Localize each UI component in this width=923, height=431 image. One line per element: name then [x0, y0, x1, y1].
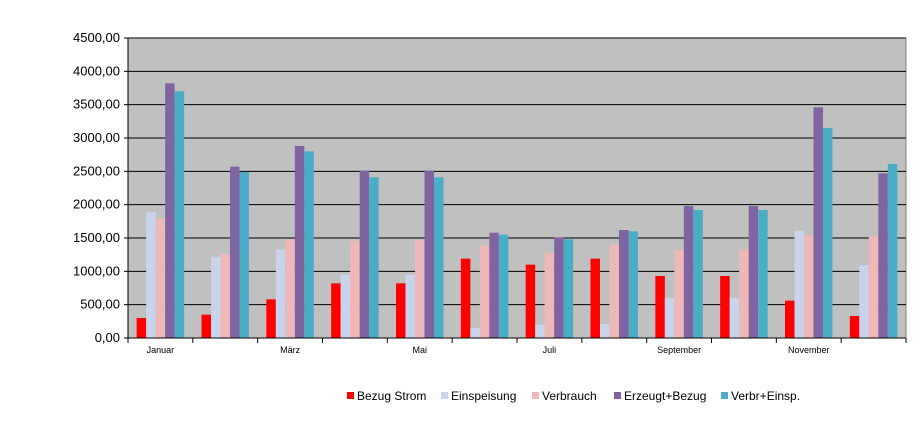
bar	[609, 244, 619, 338]
bar	[600, 324, 610, 338]
bar	[868, 236, 879, 338]
bar	[849, 316, 860, 338]
bar	[498, 234, 509, 338]
y-axis: 0,00 500,00 1000,00 1500,00 2000,00 2500,00 30…	[73, 30, 129, 345]
bar	[331, 283, 341, 338]
bar	[470, 328, 480, 338]
bar	[239, 172, 249, 338]
bar	[220, 254, 230, 338]
bar	[813, 107, 823, 338]
x-tick-label: September	[657, 345, 701, 355]
y-tick-label: 4000,00	[73, 63, 120, 78]
bar	[340, 274, 351, 338]
bar	[275, 249, 286, 338]
bar	[350, 240, 360, 338]
legend-swatch	[532, 392, 539, 399]
bar	[748, 206, 759, 338]
bar	[563, 239, 574, 338]
legend-swatch	[441, 392, 448, 399]
bar	[146, 212, 156, 338]
bar	[823, 128, 833, 338]
bar	[201, 314, 211, 338]
bar	[489, 232, 499, 338]
bar	[415, 240, 425, 338]
bar	[294, 146, 305, 338]
y-tick-label: 2000,00	[73, 197, 120, 212]
bar	[266, 299, 276, 338]
bar	[720, 276, 730, 338]
y-tick-label: 3000,00	[73, 130, 120, 145]
bar	[785, 300, 795, 338]
x-tick-label: März	[280, 345, 300, 355]
legend: Bezug Strom Einspeisung Verbrauch Erzeugt+B…	[347, 389, 800, 403]
bar	[285, 239, 295, 338]
bar	[804, 235, 814, 338]
bar	[479, 245, 490, 338]
bar	[674, 250, 684, 338]
y-tick-label: 1000,00	[73, 263, 120, 278]
bar	[628, 231, 638, 338]
bar	[794, 230, 804, 338]
bar	[230, 166, 240, 338]
legend-label: Verbr+Einsp.	[731, 389, 800, 403]
bar	[859, 265, 869, 338]
bars	[136, 83, 898, 338]
legend-label: Einspeisung	[451, 389, 516, 403]
plot-area	[127, 37, 907, 339]
y-tick-label: 500,00	[80, 297, 120, 312]
bar	[359, 170, 370, 338]
bar	[405, 274, 415, 338]
legend-label: Bezug Strom	[357, 389, 426, 403]
x-axis: Januar März Mai Juli September November	[127, 337, 907, 355]
bar	[155, 218, 166, 338]
bar	[655, 276, 665, 338]
x-tick-label: Mai	[412, 345, 427, 355]
bar	[424, 170, 434, 338]
bar	[369, 177, 379, 338]
legend-label: Verbrauch	[542, 389, 597, 403]
legend-swatch	[347, 392, 354, 399]
bar	[683, 206, 694, 338]
bar	[554, 237, 564, 338]
x-tick-label: Juli	[543, 345, 557, 355]
bar	[211, 256, 221, 338]
legend-swatch	[721, 392, 728, 399]
bar	[544, 252, 555, 338]
bar	[758, 210, 768, 338]
bar	[136, 318, 147, 338]
x-tick-label: November	[788, 345, 830, 355]
y-tick-label: 4500,00	[73, 30, 120, 45]
x-tick-label: Januar	[147, 345, 175, 355]
bar	[739, 249, 749, 338]
bar	[590, 258, 600, 338]
bar	[664, 298, 675, 338]
bar	[525, 264, 536, 338]
bar	[535, 324, 545, 338]
bar	[174, 91, 185, 338]
bar	[434, 177, 444, 338]
bar	[460, 258, 471, 338]
legend-swatch	[614, 392, 621, 399]
bar	[887, 164, 898, 338]
bar	[729, 298, 740, 338]
bar	[619, 230, 629, 338]
y-tick-label: 3500,00	[73, 97, 120, 112]
bar	[396, 283, 406, 338]
y-tick-label: 2500,00	[73, 163, 120, 178]
bar	[165, 83, 175, 338]
legend-label: Erzeugt+Bezug	[624, 389, 706, 403]
bar	[878, 173, 888, 338]
bar	[304, 151, 314, 338]
y-tick-label: 1500,00	[73, 230, 120, 245]
bar	[693, 210, 703, 338]
y-tick-label: 0,00	[95, 330, 120, 345]
